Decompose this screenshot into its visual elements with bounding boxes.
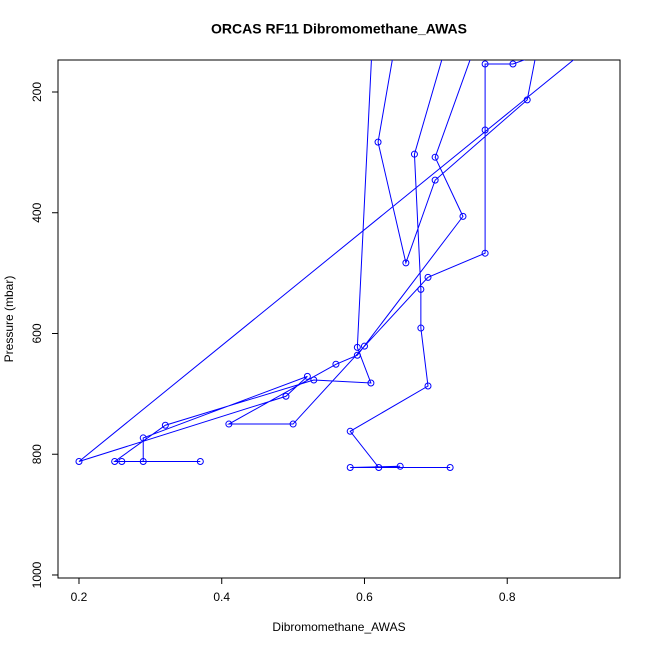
data-point [282,392,290,400]
x-tick-label: 0.4 [213,590,230,604]
y-tick-label: 1000 [30,561,44,588]
data-point [225,420,233,428]
data-point [139,434,147,442]
data-point [509,60,517,68]
x-axis-label: Dibromomethane_AWAS [272,620,405,634]
data-point [303,372,311,380]
y-axis-label: Pressure (mbar) [2,276,16,363]
data-point [111,457,119,465]
data-point [402,259,410,267]
data-point [367,379,375,387]
data-point [310,376,318,384]
data-point [424,273,432,281]
data-point [481,249,489,257]
data-point [289,420,297,428]
data-point [375,464,383,472]
data-point [417,324,425,332]
data-point [431,153,439,161]
data-point [346,427,354,435]
data-point [360,342,368,350]
data-point [346,464,354,472]
y-tick-label: 800 [30,444,44,464]
plot-area [75,60,575,472]
chart-title: ORCAS RF11 Dibromomethane_AWAS [211,21,467,37]
data-point [431,176,439,184]
data-line [78,60,575,469]
data-point [161,421,169,429]
data-point [75,457,83,465]
data-point [374,138,382,146]
data-point [118,457,126,465]
data-point [332,360,340,368]
x-tick-label: 0.6 [356,590,373,604]
plot-frame [57,59,621,579]
x-tick-label: 0.2 [71,590,88,604]
data-point [424,382,432,390]
data-point [353,343,361,351]
data-point [410,150,418,158]
data-point [139,457,147,465]
data-point [481,126,489,134]
x-tick-label: 0.8 [499,590,516,604]
data-point [523,96,531,104]
data-point [353,351,361,359]
y-tick-label: 600 [30,323,44,343]
data-point [481,60,489,68]
y-tick-label: 200 [30,82,44,102]
data-point [196,457,204,465]
data-point [417,285,425,293]
data-point [396,462,404,470]
data-point [459,212,467,220]
data-point [446,464,454,472]
y-tick-label: 400 [30,202,44,222]
